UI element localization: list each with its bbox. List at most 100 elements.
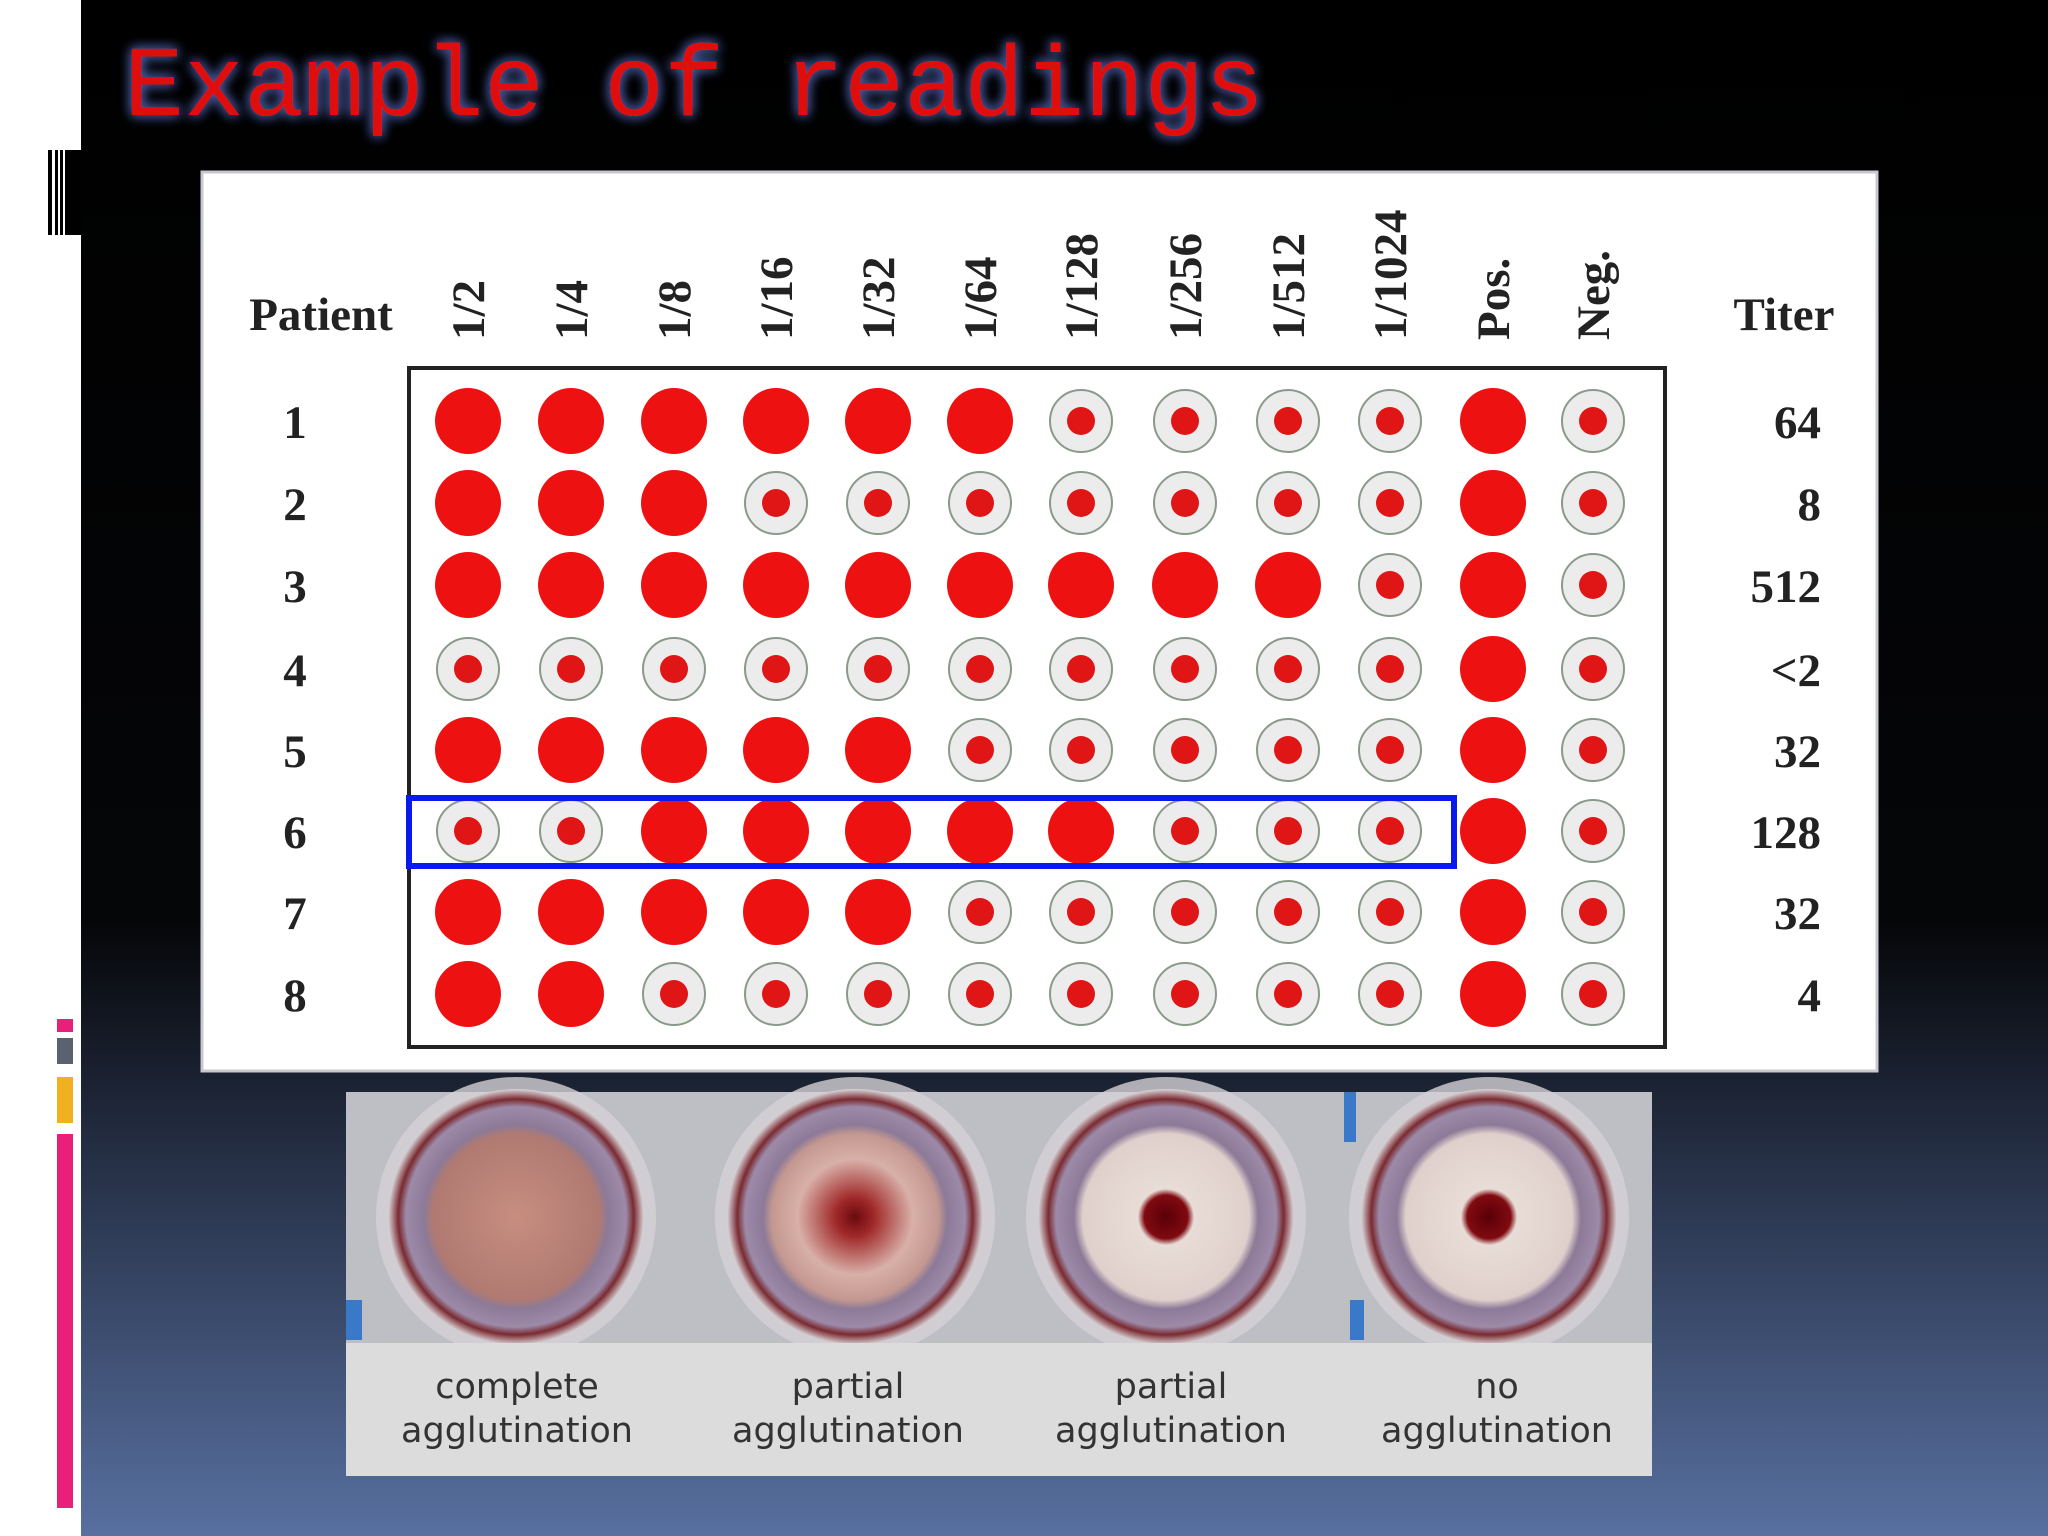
column-header: 1/2: [443, 280, 495, 340]
well: [948, 471, 1012, 535]
caption-line: agglutination: [1055, 1411, 1287, 1451]
well: [1460, 470, 1526, 536]
well: [436, 637, 500, 701]
well: [1256, 880, 1320, 944]
result-header: Titer: [1734, 289, 1835, 341]
well: [1049, 389, 1113, 453]
well: [1256, 471, 1320, 535]
column-header: 1/8: [649, 280, 701, 340]
well: [1256, 389, 1320, 453]
well: [538, 470, 604, 536]
titer-value: 32: [1774, 726, 1821, 778]
well: [435, 388, 501, 454]
slide-title: Example of readings: [124, 33, 1264, 146]
column-header: Neg.: [1568, 250, 1620, 340]
well: [538, 961, 604, 1027]
well: [435, 470, 501, 536]
well: [1153, 799, 1217, 863]
patient-number: 2: [283, 479, 307, 531]
well: [845, 879, 911, 945]
well: [1048, 798, 1114, 864]
well: [641, 470, 707, 536]
well: [1049, 637, 1113, 701]
caption-line: complete: [435, 1367, 598, 1407]
well: [743, 552, 809, 618]
titer-value: <2: [1771, 645, 1821, 697]
well: [1153, 962, 1217, 1026]
caption-line: agglutination: [1381, 1411, 1613, 1451]
well: [846, 471, 910, 535]
column-header: 1/256: [1160, 233, 1212, 340]
decoration: [48, 150, 81, 1508]
well: [1460, 961, 1526, 1027]
well: [1460, 879, 1526, 945]
well: [436, 799, 500, 863]
well: [1153, 718, 1217, 782]
well: [1153, 880, 1217, 944]
titer-value: 4: [1798, 970, 1822, 1022]
well: [1358, 718, 1422, 782]
well: [538, 388, 604, 454]
well: [744, 962, 808, 1026]
well: [1358, 637, 1422, 701]
well: [1561, 553, 1625, 617]
well: [1256, 799, 1320, 863]
well: [743, 717, 809, 783]
well: [1256, 718, 1320, 782]
well: [1358, 389, 1422, 453]
well: [1358, 799, 1422, 863]
caption-line: no: [1475, 1367, 1519, 1407]
well: [1256, 637, 1320, 701]
column-header: 1/16: [751, 256, 803, 340]
titer-value: 512: [1751, 561, 1822, 613]
well: [1153, 637, 1217, 701]
well: [1561, 799, 1625, 863]
well: [846, 962, 910, 1026]
patient-number: 4: [283, 645, 307, 697]
well: [948, 880, 1012, 944]
well: [1049, 718, 1113, 782]
well: [845, 798, 911, 864]
well: [435, 717, 501, 783]
caption-line: agglutination: [732, 1411, 964, 1451]
column-header: 1/4: [546, 280, 598, 340]
row-labels: 1 64 2 8 3 512 4 <2 5 32 6 128 7 32 8 4: [283, 397, 1821, 1022]
well: [1358, 962, 1422, 1026]
titer-value: 64: [1774, 397, 1821, 449]
well: [1358, 553, 1422, 617]
row-header: Patient: [249, 289, 393, 341]
well: [435, 961, 501, 1027]
well: [1153, 471, 1217, 535]
well: [1460, 717, 1526, 783]
patient-number: 1: [283, 397, 307, 449]
well: [1049, 962, 1113, 1026]
well: [1256, 962, 1320, 1026]
well: [1561, 389, 1625, 453]
well: [641, 552, 707, 618]
well: [948, 962, 1012, 1026]
well: [1048, 552, 1114, 618]
well: [1561, 637, 1625, 701]
well: [539, 637, 603, 701]
well: [642, 637, 706, 701]
well: [1358, 880, 1422, 944]
patient-number: 8: [283, 970, 307, 1022]
plate-border: [407, 366, 1667, 1049]
titer-value: 8: [1798, 479, 1822, 531]
column-header: 1/32: [853, 256, 905, 340]
titer-value: 128: [1751, 807, 1822, 859]
caption-line: partial: [792, 1367, 905, 1407]
well: [1358, 471, 1422, 535]
column-header: 1/512: [1263, 233, 1315, 340]
patient-number: 3: [283, 561, 307, 613]
well: [1561, 471, 1625, 535]
well: [845, 552, 911, 618]
well: [1460, 798, 1526, 864]
well: [641, 879, 707, 945]
well: [538, 552, 604, 618]
caption-line: agglutination: [401, 1411, 633, 1451]
well: [1561, 718, 1625, 782]
patient-number: 5: [283, 726, 307, 778]
well: [744, 637, 808, 701]
